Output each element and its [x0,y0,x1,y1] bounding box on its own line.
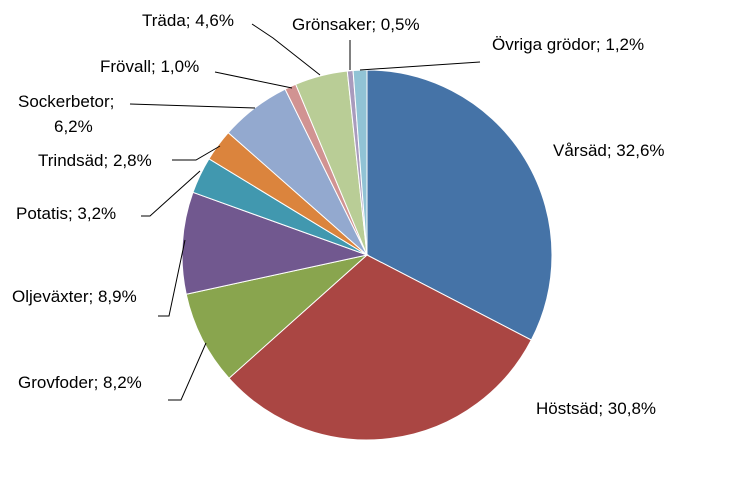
leader-line-ovriga-grodor [359,61,481,71]
data-label-varsad: Vårsäd; 32,6% [553,141,665,160]
labels-layer: Vårsäd; 32,6% Höstsäd; 30,8% Grovfoder; 8,… [12,11,665,418]
slices-layer [181,69,553,441]
data-label-potatis: Potatis; 3,2% [16,204,116,223]
leader-line-trindsad [172,145,221,161]
data-label-trindsad: Trindsäd; 2,8% [38,151,152,170]
leader-line-trada [251,23,321,76]
leader-line-frovall [214,71,293,89]
data-label-ovriga-grodor: Övriga grödor; 1,2% [492,35,644,54]
leader-lines-layer [129,23,481,401]
pie-slice-varsad [366,69,553,341]
leader-line-oljevaxter [158,239,186,317]
leader-line-potatis [141,170,201,217]
pie-slice-grovfoder [185,254,369,379]
data-label-sockerbetor: Sockerbetor; 6,2% [18,92,114,136]
data-label-hostsad: Höstsäd; 30,8% [536,399,656,418]
pie-slice-oljevaxter [181,191,369,295]
leader-line-sockerbetor [129,103,256,109]
data-label-gronsaker: Grönsaker; 0,5% [292,15,420,34]
pie-slice-hostsad [228,254,532,441]
data-label-grovfoder: Grovfoder; 8,2% [18,373,142,392]
data-label-trada: Träda; 4,6% [142,11,234,30]
leader-line-grovfoder [168,342,207,401]
data-label-frovall: Frövall; 1,0% [100,57,199,76]
data-label-oljevaxter: Oljeväxter; 8,9% [12,287,137,306]
